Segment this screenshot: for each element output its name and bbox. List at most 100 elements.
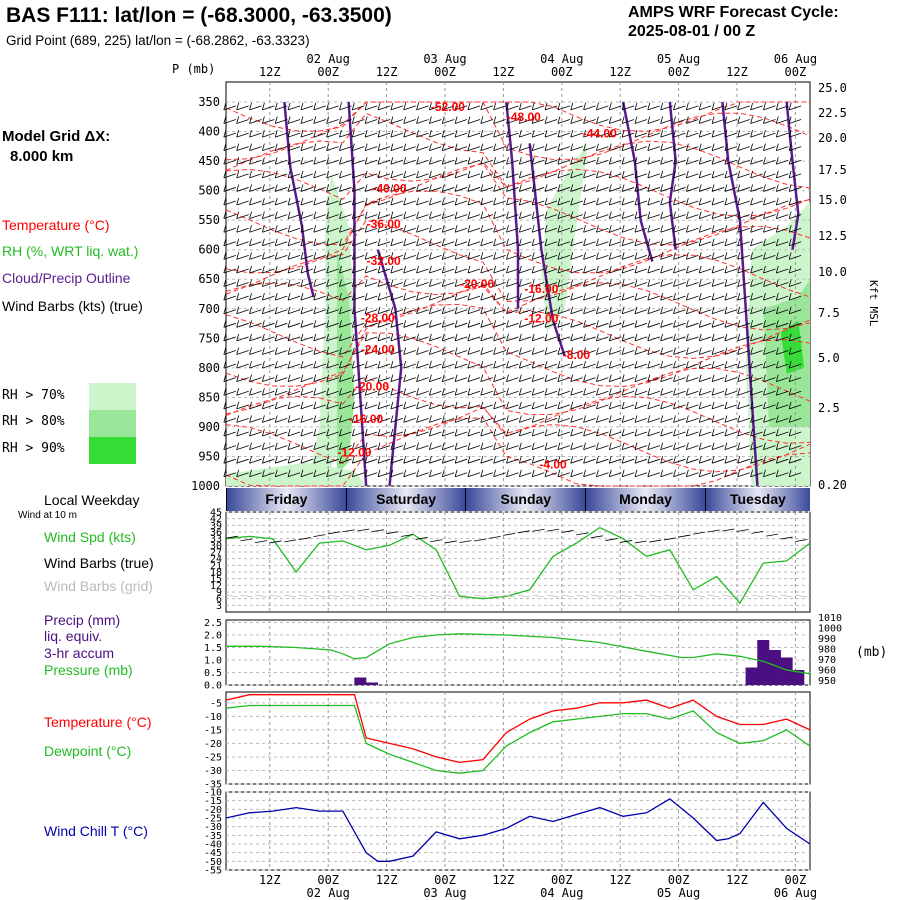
wind-barb [660, 184, 673, 192]
wind-barb-shaft [365, 431, 378, 437]
wind-barb-shaft [300, 132, 314, 138]
wind-barb [506, 401, 519, 410]
wind-barb-shaft [699, 227, 712, 233]
wind-barb-flag [506, 279, 509, 287]
wind-barb-flag [698, 360, 702, 369]
wind-barb [441, 279, 455, 287]
wind-barb-shaft [724, 390, 738, 396]
wind-barb-flag [454, 116, 458, 124]
wind-barb-shaft [262, 132, 275, 138]
wind-barb-shaft [352, 377, 365, 383]
top-time-tick-9: 00Z [785, 65, 807, 79]
wind-barb-flag [775, 129, 779, 138]
temp-panel-ytick-3: -20 [204, 739, 222, 750]
wind-barb [261, 333, 275, 342]
wind-barb [775, 170, 789, 179]
wind-barb-flag [621, 252, 625, 260]
wind-barb [416, 428, 429, 437]
wind-barb [326, 388, 339, 396]
wind-barb-shaft [300, 309, 314, 315]
wind-barb-flag [313, 442, 317, 450]
wind-barb-flag [685, 333, 689, 342]
wind-barb-shaft [339, 159, 352, 165]
wind-barb [261, 157, 275, 165]
wind-barb [403, 197, 416, 206]
wind-barb [788, 157, 802, 165]
wind-barb-shaft [339, 282, 352, 287]
wind-barb [711, 415, 725, 423]
wind-barb-shaft [609, 146, 622, 152]
wind-barb-flag [557, 293, 561, 301]
wind-barb [261, 211, 275, 219]
wind-barb [788, 320, 802, 328]
wind-barb-flag [429, 428, 432, 437]
wind-barb-flag [313, 157, 317, 165]
wind-barb [711, 129, 725, 138]
wind-barb [480, 211, 493, 219]
wind-barb-flag [518, 116, 522, 124]
wind-barb [788, 469, 802, 478]
wind-barb-flag [763, 238, 766, 246]
wind-barb-flag [339, 293, 342, 301]
wind-barb-shaft [634, 282, 648, 287]
wind-barb-flag [506, 225, 509, 233]
wind-barb-flag [390, 360, 394, 369]
top-date-3: 05 Aug [657, 52, 700, 66]
wind-barb-shaft [557, 336, 571, 342]
wind-barb-shaft [634, 254, 648, 260]
wind-barb [467, 265, 481, 274]
wind-barb [403, 415, 416, 423]
wind-barb-flag [788, 265, 792, 274]
wind-barb-flag [750, 347, 753, 355]
wind-barb [339, 293, 352, 301]
wind-barb-shaft [583, 472, 596, 478]
mb-unit-label: (mb) [856, 645, 888, 660]
wind-barb-shaft [634, 187, 648, 192]
wind-barb-shaft [480, 268, 493, 274]
wind-barb-flag [685, 252, 689, 260]
wind-barb [544, 469, 558, 478]
wind-barb-flag [596, 401, 599, 409]
wind-barb [390, 360, 403, 369]
wind-barb-shaft [480, 363, 493, 369]
wind-barb-shaft [737, 268, 750, 274]
wind-barb-flag [775, 252, 779, 260]
wind-barb-flag [621, 116, 625, 124]
wind-barb-shaft [596, 309, 609, 315]
wind-barb [596, 225, 609, 233]
wind-barb-shaft [442, 200, 455, 206]
wind-barb-flag [390, 116, 394, 124]
wind-barb [467, 211, 481, 219]
wind-barb-flag [711, 252, 715, 260]
wind-barb-shaft [789, 431, 802, 437]
wind-barb-flag [493, 442, 497, 450]
wind-barb [621, 184, 635, 192]
wind-barb-shaft [544, 295, 558, 301]
wind-barb-shaft [365, 254, 378, 260]
wind-barb [339, 360, 352, 369]
wind-barb-flag [506, 401, 509, 409]
wind-barb-flag [351, 116, 355, 124]
wind-barb-flag [441, 469, 445, 477]
wind-barb [300, 116, 314, 124]
wind-barb-shaft [544, 336, 558, 342]
pressure-tick-450: 450 [198, 154, 220, 168]
wind-barb [775, 279, 789, 287]
wind-barb-shaft [506, 173, 519, 179]
wind-barb [236, 374, 249, 383]
grid-wind-barb [780, 594, 793, 598]
wind-barb [377, 293, 391, 301]
wind-barb [454, 401, 468, 410]
wind-barb-shaft [326, 309, 339, 315]
wind-barb-flag [351, 320, 355, 328]
wind-barb-flag [223, 211, 227, 219]
wind-barb-flag [313, 170, 317, 178]
wind-barb [698, 456, 712, 464]
wind-barb [313, 333, 326, 342]
wind-barb-flag [249, 197, 252, 206]
wind-barb [300, 225, 314, 233]
wind-barb-shaft [493, 322, 506, 328]
wind-barb [557, 279, 571, 287]
wind-barb-shaft [570, 350, 583, 355]
wind-barb-shaft [480, 227, 493, 233]
